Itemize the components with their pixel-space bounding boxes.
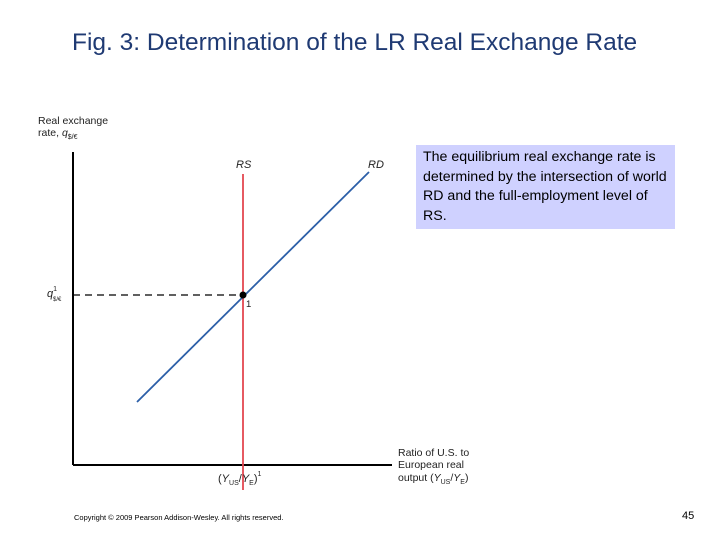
copyright-notice: Copyright © 2009 Pearson Addison-Wesley.…: [74, 513, 284, 522]
rs-label: RS: [236, 159, 252, 171]
page-number: 45: [682, 510, 695, 522]
x-axis-label-line1: Ratio of U.S. to: [398, 447, 469, 459]
rd-label: RD: [368, 159, 384, 171]
equilibrium-point-label: 1: [246, 299, 251, 310]
x-axis-label-line2: European real: [398, 459, 464, 471]
y-axis-label-line1: Real exchange: [38, 115, 108, 127]
x-axis-label-line3: output (YUS/YE): [398, 472, 468, 486]
y-axis-label-line2: rate, q$/€: [38, 127, 78, 141]
slide-title: Fig. 3: Determination of the LR Real Exc…: [72, 29, 638, 56]
explanation-callout: The equilibrium real exchange rate is de…: [416, 145, 675, 229]
q1-label: q1 $/€: [47, 286, 62, 303]
x1-label: (YUS/YE)1: [218, 471, 262, 487]
equilibrium-point: [239, 291, 247, 299]
rd-line: [136, 171, 370, 403]
